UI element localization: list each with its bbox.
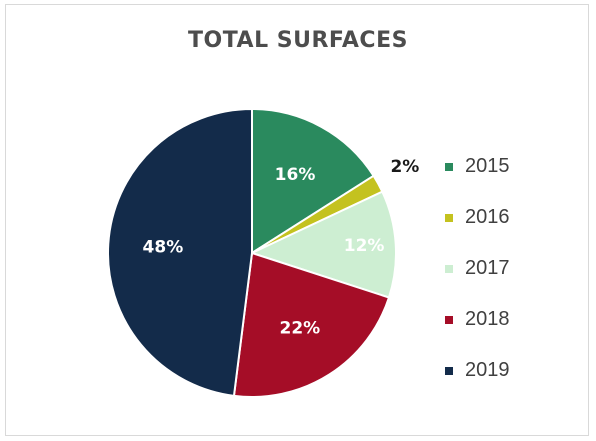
pie-slice-2015: [251, 107, 375, 255]
chart-title: TOTAL SURFACES: [188, 28, 408, 53]
legend-label-2017: 2017: [465, 257, 510, 279]
legend-swatch-2017: [445, 264, 453, 273]
slice-label-2017: 12%: [344, 236, 385, 256]
legend-label-2019: 2019: [465, 359, 510, 381]
slice-label-2016: 2%: [390, 157, 419, 177]
legend-item-2018: 2018: [445, 294, 510, 345]
slice-label-2019: 48%: [143, 237, 184, 257]
legend-item-2015: 2015: [445, 141, 510, 192]
legend-swatch-2015: [445, 162, 453, 171]
legend-item-2017: 2017: [445, 243, 510, 294]
legend-item-2016: 2016: [445, 192, 510, 243]
legend-item-2019: 2019: [445, 345, 510, 396]
legend: 2015 2016 2017 2018 2019: [445, 141, 510, 396]
slice-label-2018: 22%: [279, 318, 320, 338]
legend-label-2018: 2018: [465, 308, 510, 330]
legend-swatch-2016: [445, 213, 453, 222]
pie-slice-2017: [249, 190, 397, 299]
legend-label-2015: 2015: [465, 155, 510, 177]
legend-swatch-2019: [445, 366, 453, 375]
legend-swatch-2018: [445, 315, 453, 324]
pie-slice-2018: [232, 251, 391, 398]
legend-label-2016: 2016: [465, 206, 510, 228]
pie-slice-2019: [106, 107, 253, 397]
slice-label-2015: 16%: [275, 165, 316, 185]
